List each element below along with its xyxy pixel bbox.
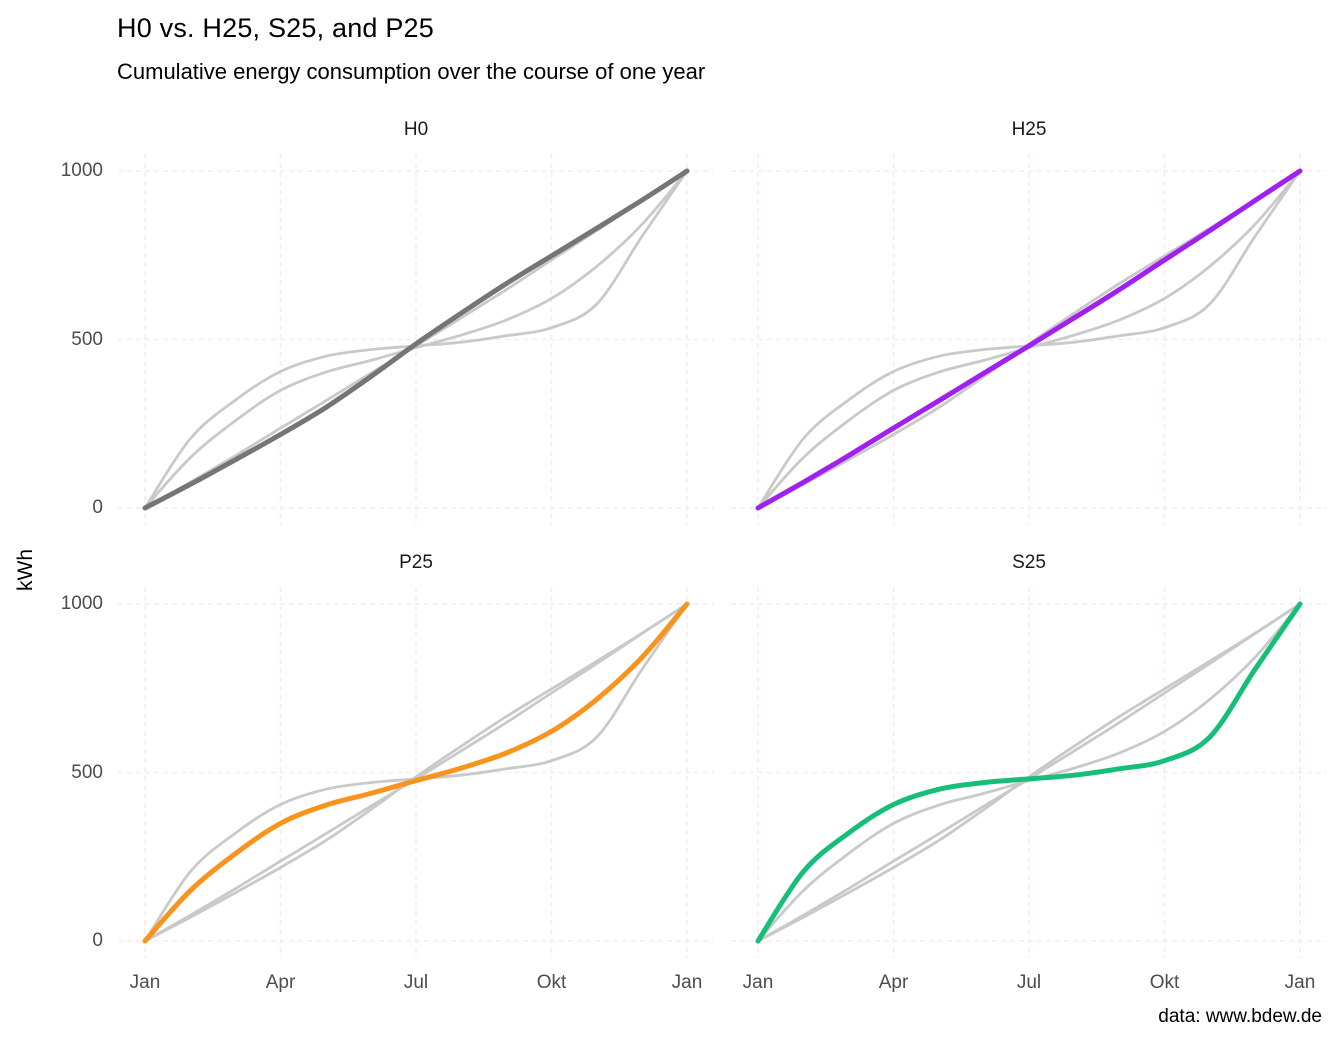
- y-axis-tick-label: 0: [92, 930, 103, 951]
- series-line-background-p25: [143, 169, 689, 510]
- plot-panel-p25: [118, 587, 714, 958]
- x-axis-tick-label: Jan: [671, 972, 703, 993]
- x-axis-tick-label: Jan: [1284, 972, 1316, 993]
- x-axis-tick-label: Jan: [129, 972, 161, 993]
- x-axis-tick-label: Jul: [403, 972, 429, 993]
- facet-strip-h0: H0: [403, 119, 429, 140]
- facet-strip-h25: H25: [1011, 119, 1047, 140]
- y-axis-tick-label: 500: [71, 328, 103, 350]
- y-axis-tick-label: 1000: [60, 593, 103, 614]
- x-axis-tick-label: Okt: [1149, 972, 1180, 993]
- x-axis-tick-label: Apr: [265, 972, 296, 993]
- plot-panel-s25: [731, 587, 1327, 958]
- plot-panel-h0: [118, 154, 714, 525]
- series-line-highlight-p25: [142, 601, 690, 944]
- x-axis-tick-label: Apr: [878, 972, 909, 993]
- series-line-highlight-h25: [755, 168, 1303, 511]
- plot-panel-h25: [731, 154, 1327, 525]
- x-axis-tick-label: Okt: [536, 972, 567, 993]
- caption: data: www.bdew.de: [1158, 1006, 1322, 1027]
- series-line-highlight-s25: [755, 601, 1303, 944]
- facet-strip-p25: P25: [399, 552, 433, 573]
- series-line-background-h0: [143, 602, 689, 943]
- y-axis-title: kWh: [14, 549, 37, 591]
- chart-subtitle: Cumulative energy consumption over the c…: [117, 59, 706, 84]
- y-axis-tick-label: 0: [92, 497, 103, 518]
- series-line-highlight-h0: [142, 168, 690, 511]
- x-axis-tick-label: Jul: [1016, 972, 1042, 993]
- x-axis-tick-label: Jan: [742, 972, 774, 993]
- chart-title: H0 vs. H25, S25, and P25: [117, 13, 434, 43]
- facet-strip-s25: S25: [1012, 552, 1046, 573]
- y-axis-tick-label: 500: [71, 761, 103, 783]
- y-axis-tick-label: 1000: [60, 160, 103, 181]
